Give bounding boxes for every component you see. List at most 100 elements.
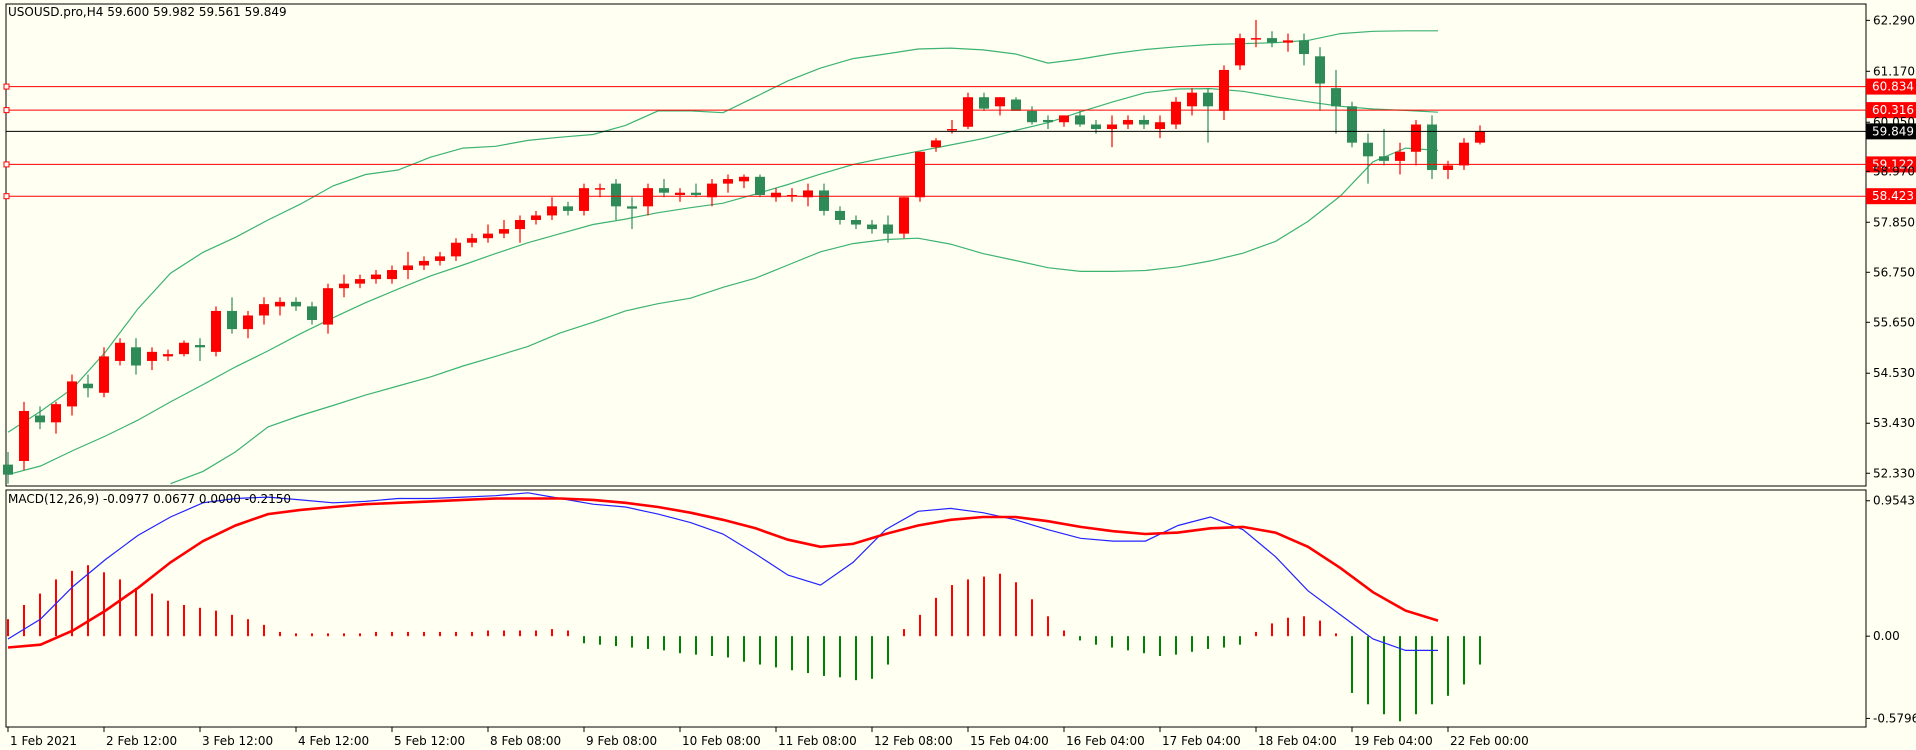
price-y-tick-label: 56.750 — [1873, 265, 1915, 279]
candle-body — [867, 224, 877, 230]
x-tick-label: 9 Feb 08:00 — [586, 734, 657, 748]
candle-body — [707, 183, 717, 198]
candle-body — [387, 270, 397, 280]
price-panel-frame — [5, 3, 1867, 487]
candle-body — [595, 188, 605, 190]
candle-body — [371, 274, 381, 280]
x-tick-label: 11 Feb 08:00 — [778, 734, 857, 748]
candle-body — [643, 188, 653, 207]
hline-price-tag — [1866, 78, 1916, 95]
candle-body — [51, 404, 61, 423]
candle-body — [835, 210, 845, 220]
candle-body — [755, 176, 765, 195]
macd-panel-frame — [5, 489, 1867, 728]
x-tick-label: 4 Feb 12:00 — [298, 734, 369, 748]
candle-body — [739, 176, 749, 182]
candle-body — [435, 256, 445, 261]
x-tick-label: 10 Feb 08:00 — [682, 734, 761, 748]
price-header: USOUSD.pro,H4 59.600 59.982 59.561 59.84… — [8, 5, 287, 19]
candle-body — [1187, 92, 1197, 107]
candle-body — [1411, 124, 1421, 152]
candle-body — [995, 97, 1005, 107]
x-tick-label: 16 Feb 04:00 — [1066, 734, 1145, 748]
candle-body — [483, 233, 493, 239]
candle-body — [1107, 124, 1117, 130]
candle-body — [1171, 101, 1181, 125]
price-y-tick-label: 55.650 — [1873, 315, 1915, 329]
candle-body — [1379, 156, 1389, 161]
macd-signal-line — [7, 497, 1439, 649]
candle-body — [579, 188, 589, 211]
candle-body — [211, 310, 221, 352]
macd-header: MACD(12,26,9) -0.0977 0.0677 0.0000 -0.2… — [8, 492, 291, 506]
candle-body — [3, 464, 13, 475]
hline-price-tag-label: 60.316 — [1872, 103, 1914, 117]
candle-body — [979, 97, 989, 109]
candle-body — [403, 265, 413, 271]
hline-price-tag — [1866, 102, 1916, 119]
candle-body — [243, 315, 253, 330]
candle-body — [515, 219, 525, 230]
candle-body — [1075, 115, 1085, 125]
candle-body — [1139, 119, 1149, 125]
candle-body — [83, 383, 93, 389]
candle-body — [1219, 69, 1229, 111]
candle-body — [1235, 38, 1245, 66]
candle-body — [275, 301, 285, 307]
candle-body — [1299, 40, 1309, 55]
macd-main-line — [7, 492, 1438, 652]
macd-y-tick-label: 0.00 — [1873, 629, 1900, 643]
candle-body — [1267, 38, 1277, 43]
hline-price-tag-label: 59.122 — [1872, 157, 1914, 171]
hline-price-tag-label: 58.423 — [1872, 189, 1914, 203]
candle-body — [851, 219, 861, 225]
macd-y-tick-label: -0.5796 — [1873, 711, 1916, 725]
candle-body — [819, 190, 829, 211]
bollinger-upper-line — [7, 30, 1438, 433]
candle-body — [1427, 124, 1437, 170]
candle-body — [1475, 131, 1485, 143]
candle-body — [1443, 165, 1453, 170]
candle-body — [931, 140, 941, 148]
price-y-tick-label: 60.050 — [1873, 115, 1915, 129]
hline-handle — [3, 107, 10, 114]
candle-body — [563, 206, 573, 211]
current-price-tag-label: 59.849 — [1872, 124, 1914, 138]
candle-body — [1395, 151, 1405, 161]
candle-body — [947, 129, 957, 131]
candle-body — [355, 279, 365, 284]
hline-handle — [3, 83, 10, 90]
candle-body — [1283, 40, 1293, 43]
bollinger-middle-line — [7, 87, 1439, 476]
x-tick-label: 18 Feb 04:00 — [1258, 734, 1337, 748]
x-tick-label: 12 Feb 08:00 — [874, 734, 953, 748]
candle-body — [1347, 106, 1357, 143]
macd-y-tick-label: 0.9543 — [1873, 494, 1915, 508]
candle-body — [1059, 115, 1069, 123]
candle-body — [99, 356, 109, 393]
candle-body — [659, 188, 669, 193]
hline-handle — [3, 161, 10, 168]
price-y-tick-label: 58.970 — [1873, 164, 1915, 178]
candle-body — [611, 183, 621, 207]
candle-body — [1123, 119, 1133, 125]
x-tick-label: 19 Feb 04:00 — [1354, 734, 1433, 748]
candle-body — [451, 242, 461, 257]
candle-body — [803, 190, 813, 198]
candle-body — [963, 97, 973, 127]
candle-body — [723, 179, 733, 184]
candle-body — [771, 192, 781, 198]
candle-body — [1043, 119, 1053, 123]
x-tick-label: 22 Feb 00:00 — [1450, 734, 1529, 748]
candle-body — [499, 229, 509, 234]
candle-body — [35, 415, 45, 423]
price-y-tick-label: 61.170 — [1873, 64, 1915, 78]
candle-body — [627, 206, 637, 209]
candle-body — [179, 342, 189, 355]
price-y-tick-label: 57.850 — [1873, 215, 1915, 229]
candle-body — [1331, 88, 1341, 107]
price-y-tick-label: 52.330 — [1873, 466, 1915, 480]
x-tick-label: 15 Feb 04:00 — [970, 734, 1049, 748]
